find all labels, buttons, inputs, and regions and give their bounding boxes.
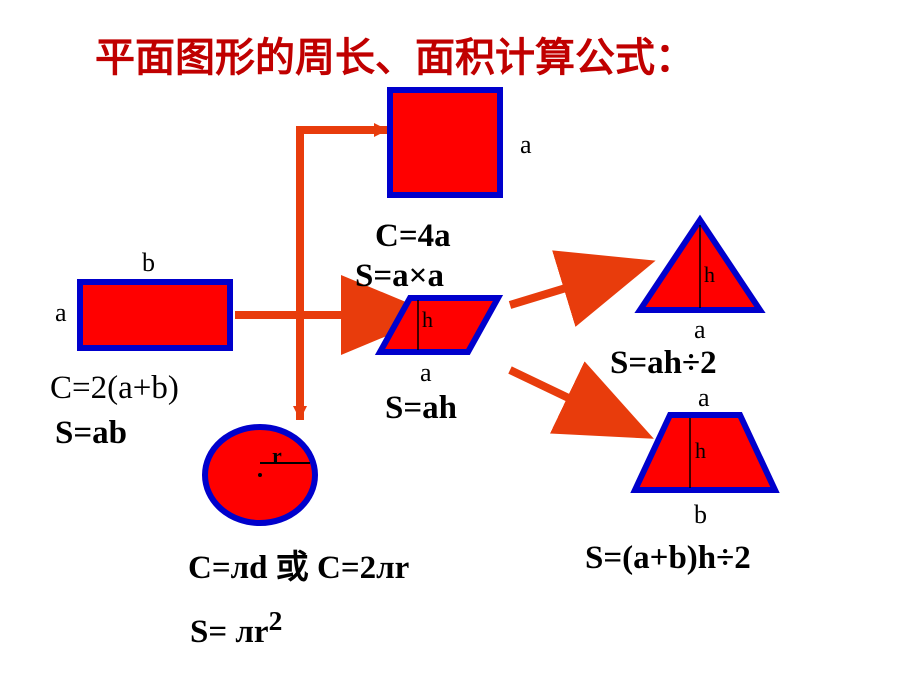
para-formula-s: S=ah — [385, 390, 457, 427]
tri-label-h: h — [704, 262, 715, 288]
rect-label-a: a — [55, 298, 67, 328]
trap-label-a: a — [698, 383, 710, 413]
trap-formula-s: S=(a+b)h÷2 — [585, 540, 751, 577]
circle-formula-s: S= лr2 — [190, 605, 282, 651]
rect-label-b: b — [142, 248, 155, 278]
square-formula-c: C=4a — [375, 218, 451, 255]
rect-formula-s: S=ab — [55, 415, 127, 452]
circle-formula-c: С=лd 或 С=2лr — [188, 540, 409, 588]
trap-label-h: h — [695, 438, 706, 464]
para-label-a: a — [420, 358, 432, 388]
diagram-canvas — [0, 0, 920, 690]
page-title: 平面图形的周长、面积计算公式： — [95, 25, 695, 83]
tri-label-a: a — [694, 315, 706, 345]
square-label-a: a — [520, 130, 532, 160]
circle-label-r: r — [272, 443, 282, 469]
square-formula-s: S=a×a — [355, 258, 444, 295]
tri-formula-s: S=ah÷2 — [610, 345, 717, 382]
para-label-h: h — [422, 307, 433, 333]
rect-formula-c: C=2(a+b) — [50, 370, 179, 407]
trap-label-b: b — [694, 500, 707, 530]
